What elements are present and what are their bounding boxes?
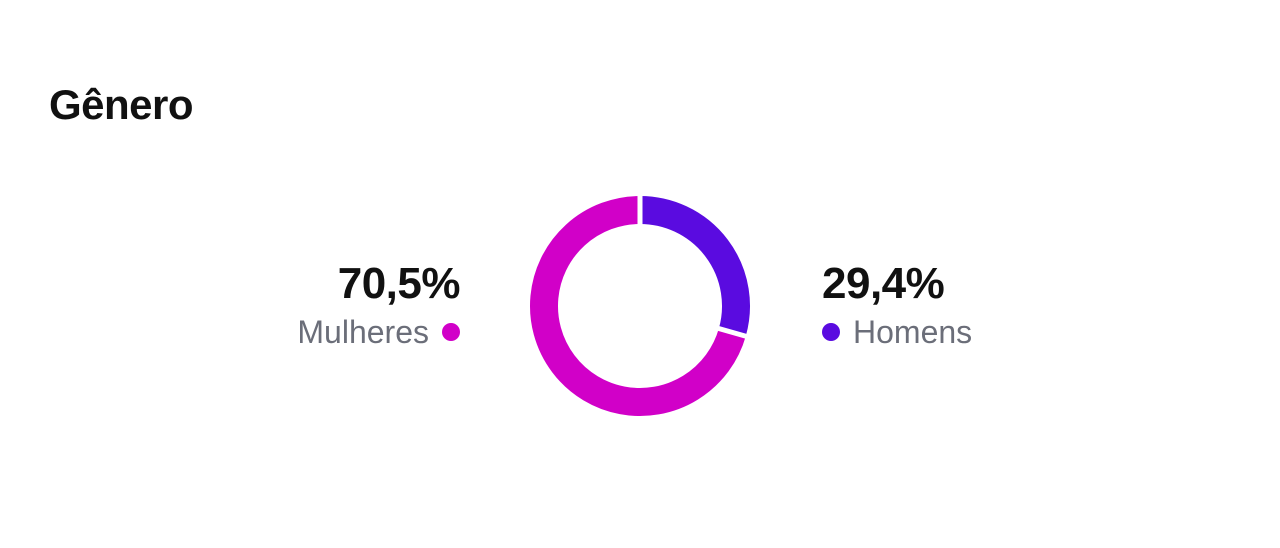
women-legend-label: Mulheres bbox=[297, 314, 429, 350]
women-percent-label: 70,5% bbox=[337, 259, 461, 308]
men-legend-dot bbox=[822, 323, 840, 341]
men-legend: Homens bbox=[822, 316, 1082, 348]
stat-men: 29,4% Homens bbox=[822, 262, 1082, 348]
men-percent-label: 29,4% bbox=[822, 259, 945, 308]
gender-donut-chart bbox=[530, 194, 750, 416]
chart-title: Gênero bbox=[49, 81, 194, 128]
stat-women: 70,5% Mulheres bbox=[200, 259, 461, 349]
donut-slice-women bbox=[530, 196, 746, 416]
donut-slice-men bbox=[639, 196, 750, 337]
men-legend-label: Homens bbox=[853, 314, 973, 350]
donut-slice-separator bbox=[716, 325, 749, 340]
women-legend-dot bbox=[442, 323, 460, 341]
women-legend: Mulheres bbox=[200, 316, 460, 348]
